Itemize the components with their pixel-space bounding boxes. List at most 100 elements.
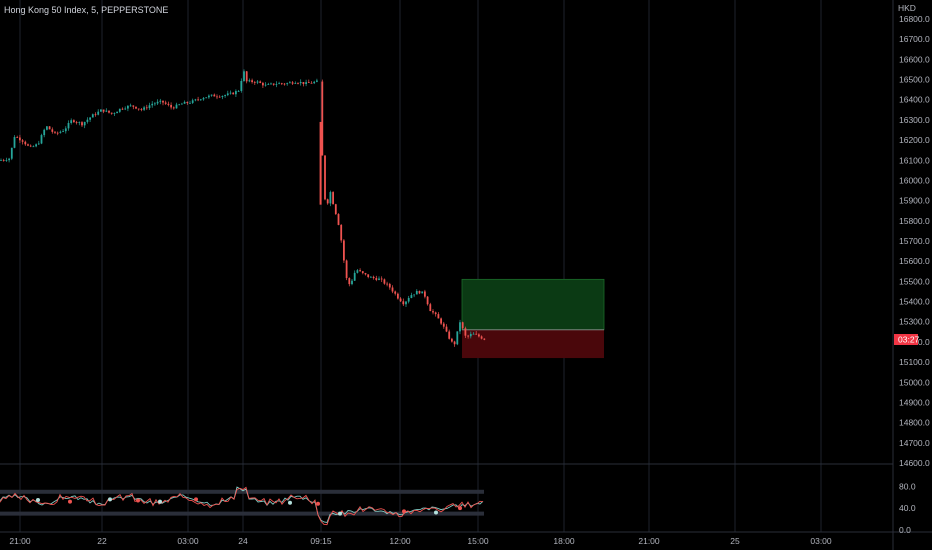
candle-body [167,103,170,105]
y-tick-label: 14700.0 [899,438,930,448]
candle-body [175,104,178,109]
candle-body [451,338,453,342]
candle-body [156,101,159,104]
candle-body [70,120,73,124]
candle-body [413,294,415,296]
candle-body [278,83,280,85]
candle-body [32,146,35,148]
candle-body [108,110,110,113]
candle-body [483,338,486,340]
candle-body [475,333,478,335]
candle-body [299,82,302,84]
candle-body [24,141,27,145]
y-tick-label: 16500.0 [899,75,930,85]
y-tick-label: 16400.0 [899,95,930,105]
osc-tick-label: 40.0 [899,503,916,513]
candle-body [21,140,24,142]
target-zone[interactable] [461,278,605,331]
candle-body [221,96,224,98]
candle-body [361,271,364,274]
candle-body [189,102,191,104]
candle-body [140,109,143,110]
candle-body [375,278,378,280]
candle-body [2,160,5,161]
osc-signal-dot [108,497,112,502]
candle-body [118,108,121,112]
candle-body [46,126,48,130]
candle-body [332,192,334,205]
y-tick-label: 15300.0 [899,317,930,327]
candle-body [145,107,148,109]
osc-signal-dot [316,501,320,506]
candle-body [343,240,345,261]
candle-body [415,291,418,295]
upper-level-band [0,489,484,494]
long-position-tool[interactable] [461,278,605,359]
candle-body [8,158,10,161]
candle-body [418,291,421,294]
candle-body [270,83,272,85]
price-axis[interactable]: 16800.0 16700.0 16600.0 16500.0 16400.0 16300… [899,14,930,468]
candle-body [226,93,229,96]
gap-candle [319,121,322,205]
candle-body [172,107,175,109]
x-tick-label: 12:00 [389,536,411,546]
candle-body [35,144,37,147]
candle-body [280,83,283,85]
candle-body [459,322,461,332]
stop-zone[interactable] [462,329,604,359]
candle-body [81,122,83,126]
candle-body [386,283,388,285]
osc-fast-line [0,486,484,524]
candle-body [224,95,226,97]
candle-body [100,109,102,112]
candle-body [364,273,367,275]
osc-signal-dot [338,511,342,516]
candle-body [378,278,380,280]
candle-body [73,120,75,123]
candle-body [5,160,8,161]
y-tick-label: 14800.0 [899,418,930,428]
candle-body [164,102,167,104]
candle-body [199,99,202,101]
x-tick-label: 15:00 [467,536,489,546]
candle-body [469,333,472,337]
candle-body [453,341,456,345]
candle-body [253,82,256,83]
candle-body [437,314,440,319]
candle-body [240,80,243,91]
candle-body [56,132,59,134]
currency-label: HKD [898,3,916,13]
candle-body [391,287,394,292]
candle-body [102,109,105,112]
candle-body [13,137,16,148]
candle-body [27,144,29,146]
time-axis[interactable]: 21:00 22 03:00 24 09:15 12:00 15:00 18:00 21:00 2… [9,536,832,546]
osc-signal-dot [158,499,162,504]
candle-body [10,147,13,159]
candle-body [305,82,307,84]
candle-body [429,304,432,312]
candle-body [388,283,391,288]
candle-body [402,301,405,305]
candle-body [243,71,245,81]
candle-body [183,101,186,104]
candle-body [297,83,299,84]
candle-body [348,278,351,285]
y-tick-label: 16000.0 [899,175,930,185]
candle-body [64,128,67,132]
candle-body [383,279,386,284]
candle-body [148,105,151,108]
candle-body [372,276,375,279]
price-tag-text: 03:27 [898,335,920,345]
candle-body [205,97,208,99]
symbol-title[interactable]: Hong Kong 50 Index, 5, PEPPERSTONE [4,5,169,15]
y-tick-label: 16300.0 [899,115,930,125]
candle-body [116,111,118,114]
candle-body [448,331,451,339]
candle-body [86,119,89,122]
candle-body [210,94,213,96]
